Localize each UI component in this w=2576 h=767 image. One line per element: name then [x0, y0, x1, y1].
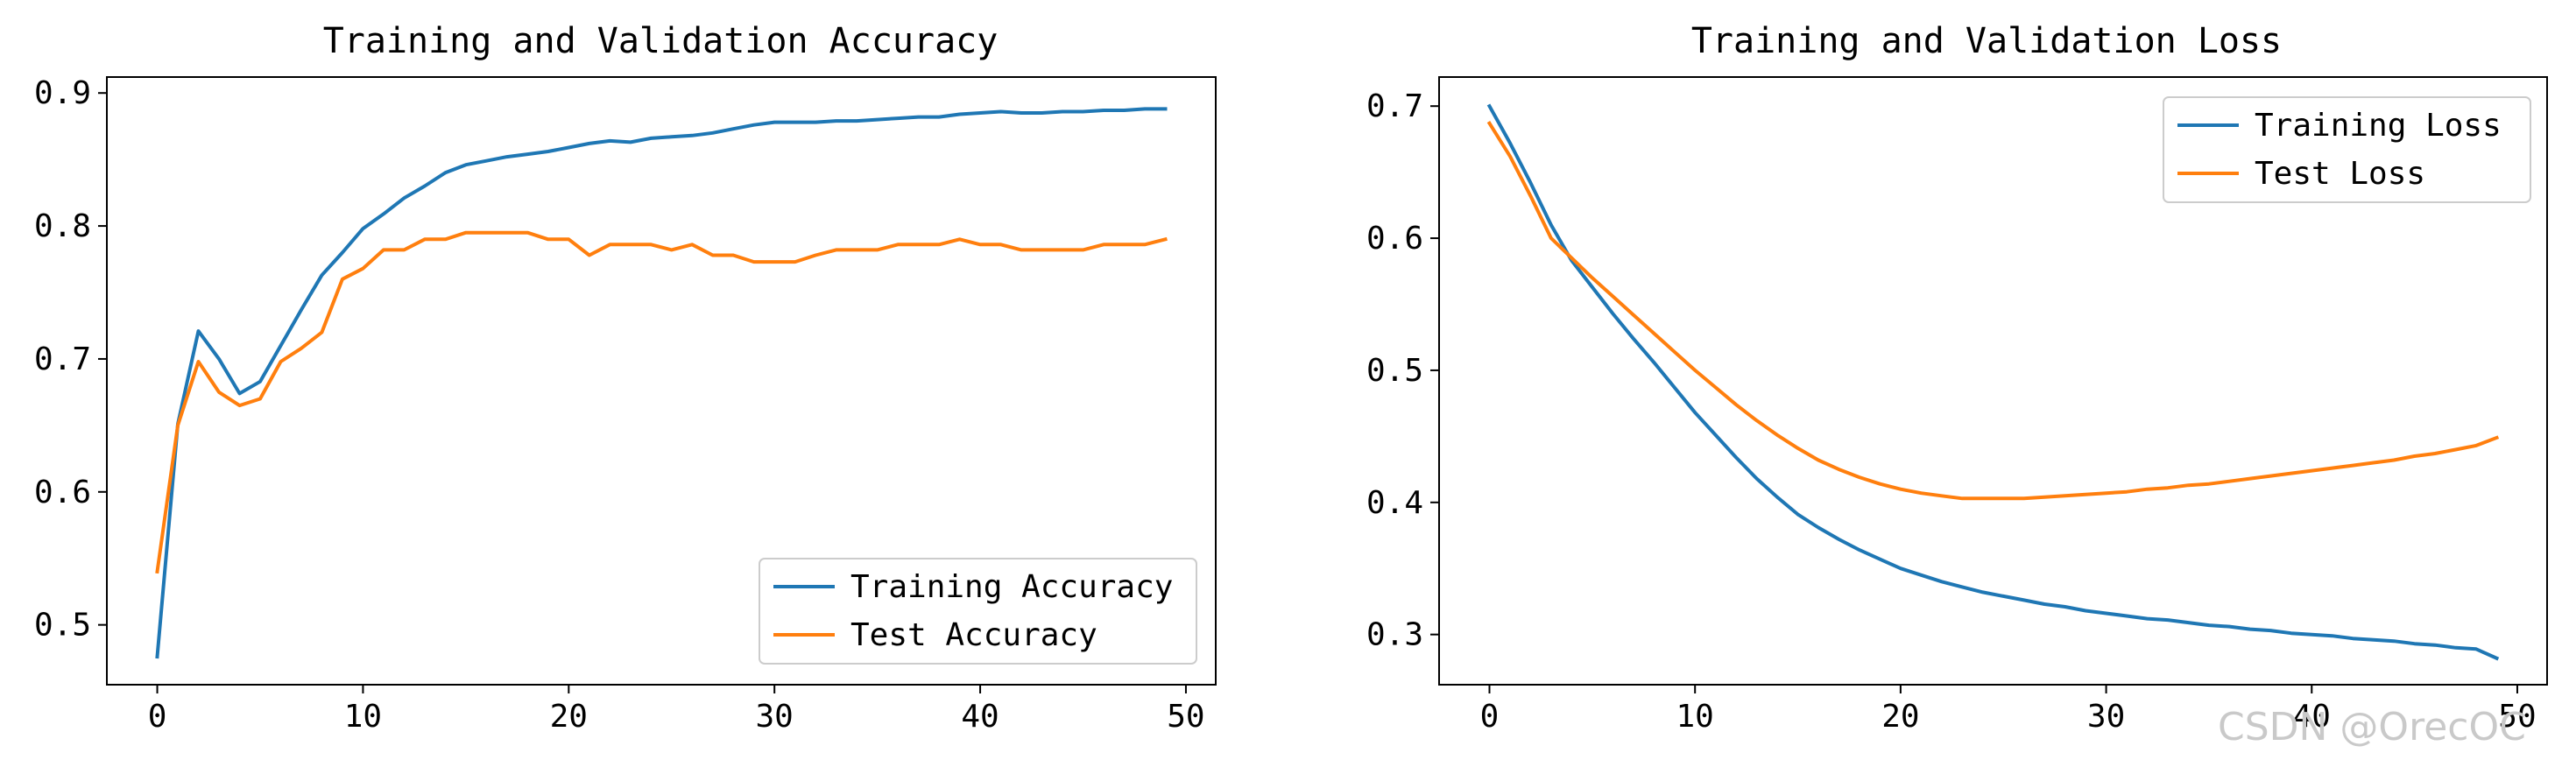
- x-tick-label: 30: [2087, 699, 2125, 735]
- legend: Training Loss Test Loss: [2163, 96, 2531, 203]
- y-tick-label: 0.8: [34, 208, 91, 244]
- chart-title: Training and Validation Loss: [1691, 21, 2282, 61]
- y-tick-label: 0.6: [1366, 221, 1423, 257]
- y-tick-label: 0.7: [1366, 88, 1423, 124]
- y-tick-label: 0.3: [1366, 617, 1423, 653]
- series-line-training: [1486, 103, 2500, 661]
- y-tick-label: 0.5: [1366, 353, 1423, 389]
- legend-box: [2163, 96, 2531, 203]
- axes-frame: [1438, 76, 2548, 686]
- y-tick-label: 0.5: [34, 608, 91, 644]
- legend-label: Training Loss: [2255, 108, 2502, 144]
- legend: Training Accuracy Test Accuracy: [759, 558, 1197, 665]
- x-tick-label: 0: [1480, 699, 1500, 735]
- x-tick-label: 40: [961, 699, 999, 735]
- legend-box: [759, 558, 1197, 665]
- x-tick-label: 50: [1167, 699, 1204, 735]
- loss-chart: Training and Validation Loss 0 10 20 30 40 50…: [1366, 21, 2548, 735]
- x-tick-label: 10: [1676, 699, 1714, 735]
- axes-frame: [106, 76, 1217, 686]
- y-tick-label: 0.6: [34, 475, 91, 510]
- watermark: CSDN @OrecOC: [2218, 705, 2526, 749]
- y-tick-label: 0.4: [1366, 485, 1423, 521]
- x-tick-label: 10: [344, 699, 382, 735]
- x-tick-label: 40: [2293, 699, 2331, 735]
- series-line-test: [155, 230, 1168, 574]
- x-tick-label: 0: [148, 699, 167, 735]
- series-line-training: [155, 107, 1168, 659]
- legend-label: Test Loss: [2255, 156, 2425, 192]
- y-tick-label: 0.7: [34, 341, 91, 377]
- legend-label: Training Accuracy: [850, 569, 1173, 605]
- x-tick-label: 50: [2498, 699, 2536, 735]
- x-tick-label: 30: [756, 699, 794, 735]
- series-line-test: [1486, 121, 2500, 501]
- accuracy-chart: Training and Validation Accuracy 0 10 20 30…: [34, 21, 1217, 735]
- chart-title: Training and Validation Accuracy: [323, 21, 999, 61]
- x-tick-label: 20: [550, 699, 588, 735]
- x-tick-label: 20: [1881, 699, 1919, 735]
- legend-label: Test Accuracy: [850, 617, 1097, 653]
- y-tick-label: 0.9: [34, 75, 91, 111]
